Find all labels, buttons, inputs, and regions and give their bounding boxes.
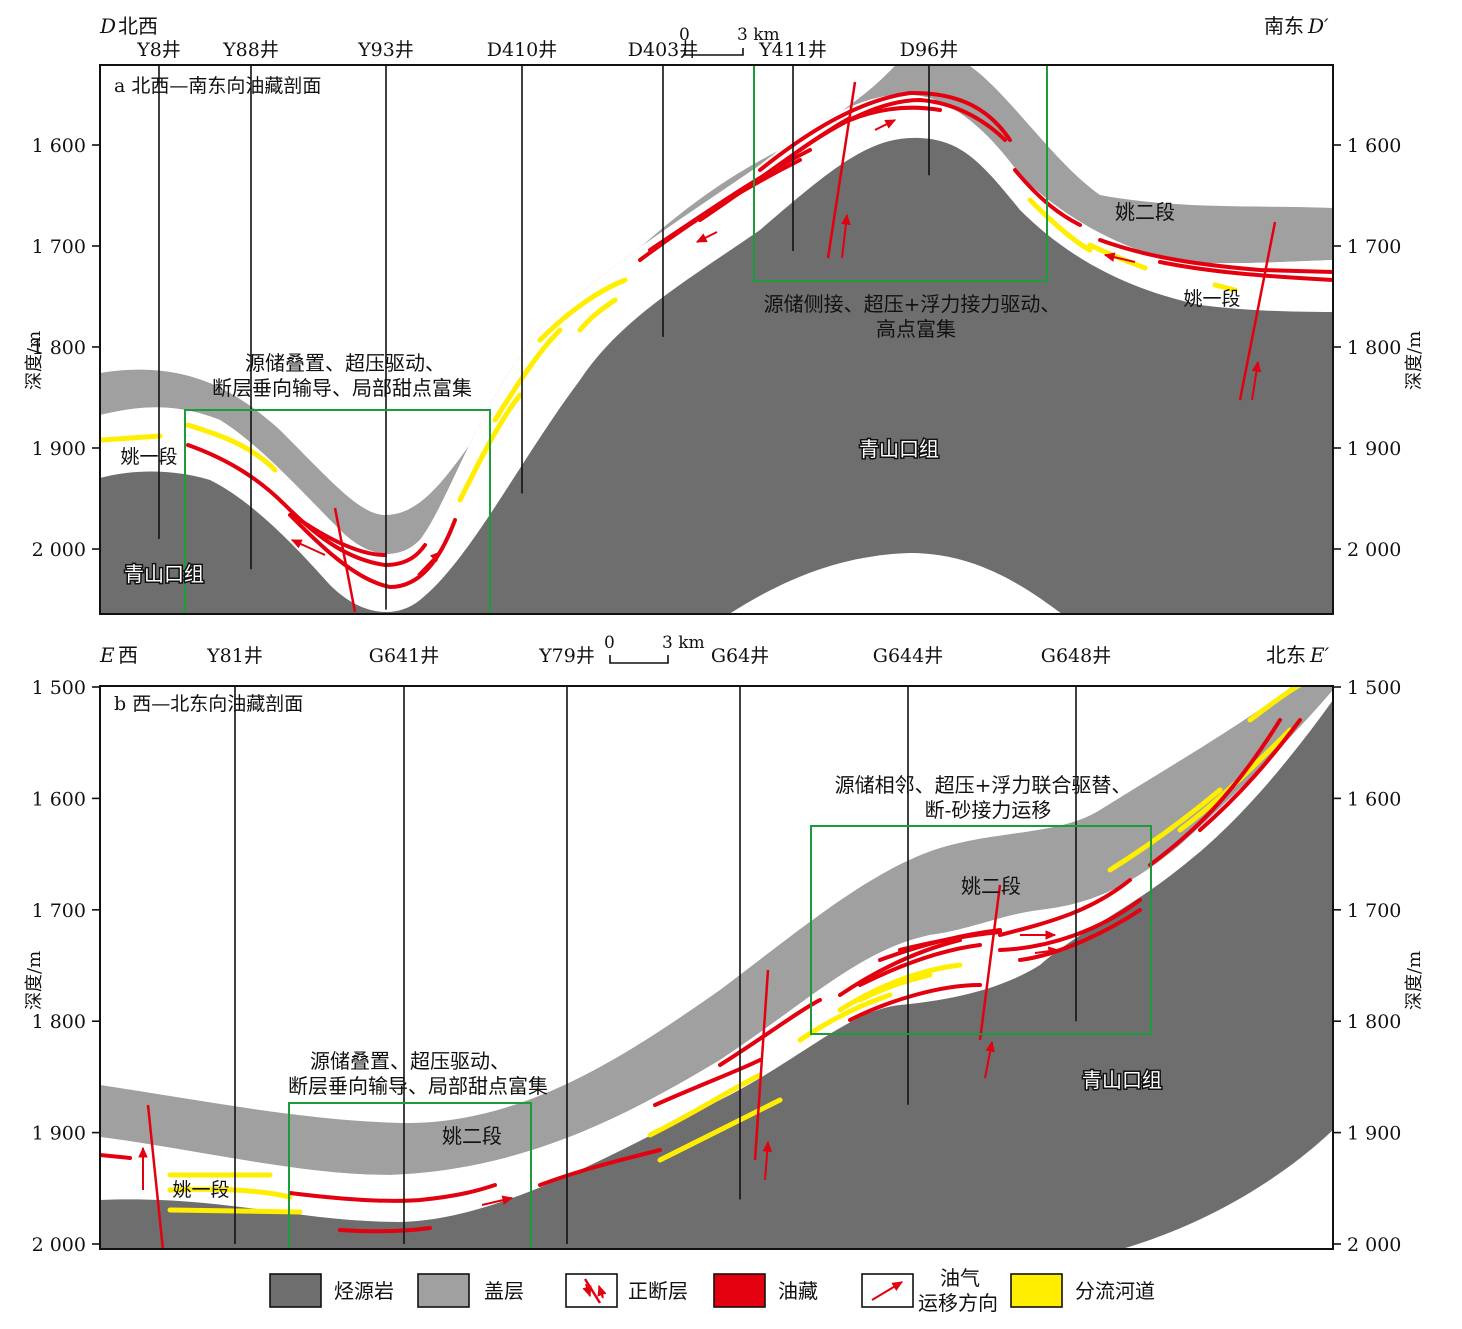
label-qsk-a: 青山口组 — [859, 437, 939, 461]
legend-source-rock: 烃源岩 — [270, 1274, 394, 1307]
panel-a-ylabel-right: 深度/m — [1404, 331, 1425, 390]
legend-source-rock-label: 烃源岩 — [334, 1279, 394, 1303]
annot-b1-line2: 断层垂向输导、局部甜点富集 — [288, 1074, 548, 1098]
label-yao2-a: 姚二段 — [1115, 200, 1175, 224]
well-labels-a: Y8井 Y88井 Y93井 D410井 D403井 Y411井 D96井 — [136, 39, 958, 61]
b-tick-label-left: 1 700 — [32, 900, 86, 922]
panel-a-right-dir: 南东 — [1264, 14, 1304, 38]
scale-bar-b: 0 3 km — [604, 633, 705, 663]
annot-b2-line2: 断-砂接力运移 — [925, 798, 1052, 822]
legend-reservoir-label: 油藏 — [778, 1279, 818, 1303]
label-yao1-left-a: 姚一段 — [120, 446, 177, 468]
b-tick-label-right: 1 600 — [1347, 788, 1401, 810]
annot-a1-line2: 断层垂向输导、局部甜点富集 — [212, 376, 472, 400]
legend-migration-line2: 运移方向 — [918, 1291, 998, 1315]
label-yao2-b2: 姚二段 — [961, 874, 1021, 898]
b-well-label: G648井 — [1041, 645, 1111, 667]
panel-b-left-dir: 西 — [118, 643, 138, 667]
b-tick-label-right: 1 800 — [1347, 1011, 1401, 1033]
panel-b-section — [100, 680, 1333, 1255]
a-tick-label-left: 2 000 — [32, 539, 86, 561]
a-tick-label-left: 1 700 — [32, 236, 86, 258]
b-well-label: G64井 — [711, 645, 769, 667]
legend-cap-rock-label: 盖层 — [484, 1279, 524, 1303]
legend-migration-line1: 油气 — [940, 1266, 980, 1290]
panel-a-ylabel-left: 深度/m — [24, 331, 45, 390]
legend-migration: 油气 运移方向 — [862, 1266, 998, 1315]
label-qsk-b: 青山口组 — [1082, 1068, 1162, 1092]
b-tick-label-left: 2 000 — [32, 1234, 86, 1256]
panel-a-left-letter: D — [99, 14, 116, 38]
label-yao1-b: 姚一段 — [172, 1179, 229, 1201]
panel-b-right-letter: E′ — [1309, 643, 1330, 667]
a-well-label: Y88井 — [222, 39, 279, 61]
label-yao1-right-a: 姚一段 — [1183, 288, 1240, 310]
annot-a2-line2: 高点富集 — [876, 317, 956, 341]
scale-end-a: 3 km — [737, 25, 780, 45]
label-yao2-b1: 姚二段 — [442, 1124, 502, 1148]
b-tick-label-left: 1 600 — [32, 788, 86, 810]
annot-b1-line1: 源储叠置、超压驱动、 — [310, 1049, 510, 1073]
panel-b: Y81井 G641井 Y79井 G64井 G644井 G648井 1 500 1 500 1 … — [24, 633, 1425, 1256]
a-tick-label-right: 1 700 — [1347, 236, 1401, 258]
b-tick-label-left: 1 800 — [32, 1011, 86, 1033]
b-tick-label-right: 1 700 — [1347, 900, 1401, 922]
legend-reservoir: 油藏 — [714, 1274, 818, 1307]
legend-fault-label: 正断层 — [628, 1279, 688, 1303]
a-well-label: D96井 — [900, 39, 958, 61]
a-tick-label-right: 1 600 — [1347, 135, 1401, 157]
a-tick-label-right: 1 800 — [1347, 337, 1401, 359]
legend: 烃源岩 盖层 正断层 油藏 油气 运移方向 分流河道 — [270, 1266, 1155, 1315]
annot-b2-line1: 源储相邻、超压+浮力联合驱替、 — [835, 773, 1132, 797]
panel-b-ylabel-left: 深度/m — [24, 951, 45, 1010]
panel-a-left-dir: 北西 — [118, 14, 158, 38]
a-tick-label-right: 2 000 — [1347, 539, 1401, 561]
b-well-label: Y79井 — [538, 645, 595, 667]
panel-a-right-letter: D′ — [1307, 14, 1329, 38]
annot-a2-line1: 源储侧接、超压+浮力接力驱动、 — [764, 292, 1061, 316]
panel-a-title: a 北西—南东向油藏剖面 — [114, 75, 321, 97]
annot-a1-line1: 源储叠置、超压驱动、 — [245, 351, 445, 375]
scale-zero-b: 0 — [604, 633, 615, 653]
a-well-label: D410井 — [487, 39, 558, 61]
b-tick-label-right: 1 500 — [1347, 677, 1401, 699]
a-tick-label-right: 1 900 — [1347, 438, 1401, 460]
scale-zero-a: 0 — [679, 25, 690, 45]
a-well-label: Y8井 — [136, 39, 181, 61]
b-well-label: G641井 — [369, 645, 439, 667]
b-tick-label-right: 1 900 — [1347, 1123, 1401, 1145]
legend-channel: 分流河道 — [1011, 1274, 1155, 1307]
panel-a-section — [100, 60, 1333, 620]
b-tick-label-left: 1 500 — [32, 677, 86, 699]
legend-cap-rock: 盖层 — [418, 1274, 524, 1307]
a-tick-label-left: 1 900 — [32, 438, 86, 460]
a-tick-label-left: 1 600 — [32, 135, 86, 157]
scale-end-b: 3 km — [662, 633, 705, 653]
panel-a: Y8井 Y88井 Y93井 D410井 D403井 Y411井 D96井 1 600 1 60… — [24, 14, 1425, 620]
b-tick-label-right: 2 000 — [1347, 1234, 1401, 1256]
b-tick-label-left: 1 900 — [32, 1123, 86, 1145]
b-well-label: Y81井 — [206, 645, 263, 667]
label-qsk-left-a: 青山口组 — [124, 562, 204, 586]
a-well-label: Y93井 — [357, 39, 414, 61]
legend-channel-label: 分流河道 — [1075, 1279, 1155, 1303]
panel-b-ylabel-right: 深度/m — [1404, 951, 1425, 1010]
b-well-label: G644井 — [873, 645, 943, 667]
panel-b-left-letter: E — [99, 643, 115, 667]
panel-b-title: b 西—北东向油藏剖面 — [114, 693, 303, 715]
panel-b-right-dir: 北东 — [1266, 643, 1306, 667]
legend-fault: 正断层 — [566, 1274, 688, 1307]
